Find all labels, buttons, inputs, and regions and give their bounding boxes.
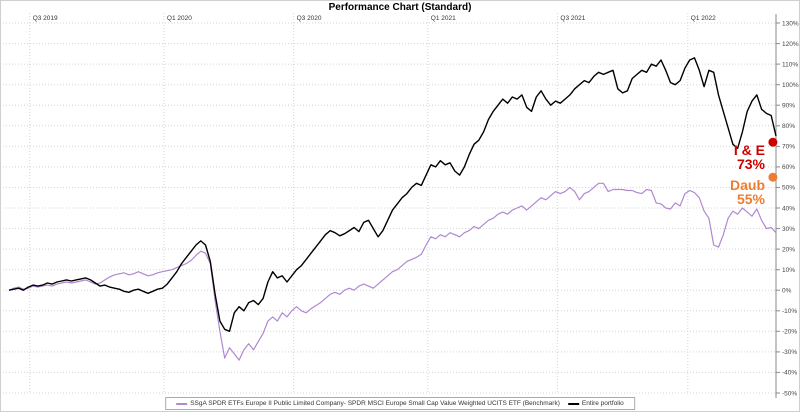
- svg-text:Q3 2019: Q3 2019: [33, 15, 58, 22]
- chart-title: Performance Chart (Standard): [328, 2, 472, 13]
- chart-legend: SSgA SPDR ETFs Europe II Public Limited …: [165, 397, 635, 410]
- svg-text:-20%: -20%: [782, 329, 797, 336]
- svg-text:Q3 2020: Q3 2020: [297, 15, 322, 22]
- svg-text:10%: 10%: [782, 267, 795, 274]
- svg-text:-30%: -30%: [782, 349, 797, 356]
- svg-text:-50%: -50%: [782, 390, 797, 397]
- svg-text:60%: 60%: [782, 164, 795, 171]
- legend-item-benchmark: SSgA SPDR ETFs Europe II Public Limited …: [176, 400, 560, 407]
- benchmark-line-swatch: [176, 402, 188, 405]
- svg-text:Q1 2021: Q1 2021: [431, 15, 456, 22]
- legend-benchmark-label: SSgA SPDR ETFs Europe II Public Limited …: [190, 400, 560, 407]
- annotation-ie-label: I & E: [733, 142, 765, 158]
- annotation-daub-label: Daub: [730, 177, 765, 193]
- legend-portfolio-label: Entire portfolio: [581, 400, 624, 407]
- svg-text:Q1 2020: Q1 2020: [167, 15, 192, 22]
- svg-text:20%: 20%: [782, 246, 795, 253]
- svg-text:70%: 70%: [782, 144, 795, 151]
- svg-text:90%: 90%: [782, 103, 795, 110]
- svg-text:100%: 100%: [782, 82, 799, 89]
- svg-text:Q1 2022: Q1 2022: [691, 15, 716, 22]
- svg-text:30%: 30%: [782, 226, 795, 233]
- svg-text:130%: 130%: [782, 20, 799, 27]
- svg-text:50%: 50%: [782, 185, 795, 192]
- legend-item-portfolio: Entire portfolio: [567, 400, 624, 407]
- annotation-ie: I & E 73%: [733, 142, 765, 172]
- annotation-daub-value: 55%: [736, 190, 765, 207]
- svg-text:40%: 40%: [782, 205, 795, 212]
- annotation-ie-value: 73%: [736, 155, 765, 172]
- svg-text:120%: 120%: [782, 41, 799, 48]
- svg-text:80%: 80%: [782, 123, 795, 130]
- portfolio-line-swatch: [567, 402, 579, 405]
- annotation-daub: Daub 55%: [730, 177, 765, 207]
- svg-text:110%: 110%: [782, 61, 798, 68]
- svg-text:-40%: -40%: [782, 370, 797, 377]
- svg-text:Q3 2021: Q3 2021: [560, 15, 585, 22]
- svg-text:0%: 0%: [782, 288, 792, 295]
- svg-text:-10%: -10%: [782, 308, 797, 315]
